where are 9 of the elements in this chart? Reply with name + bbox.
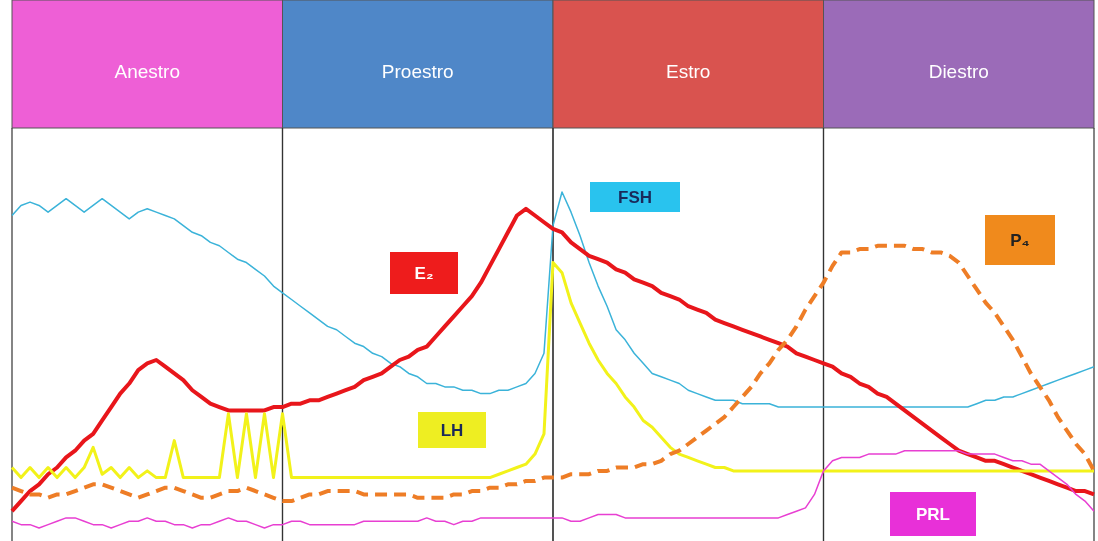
name-tag: LH [418, 412, 486, 448]
text: Anestro [114, 61, 180, 82]
text: Diestro [928, 61, 989, 82]
text: Estro [666, 61, 711, 82]
name-tag: FSH [590, 182, 680, 212]
name-tag: PRL [890, 492, 976, 536]
name-tag: P₄ [985, 215, 1055, 265]
name-tag: E₂ [390, 252, 458, 294]
text: Proestro [381, 61, 454, 82]
